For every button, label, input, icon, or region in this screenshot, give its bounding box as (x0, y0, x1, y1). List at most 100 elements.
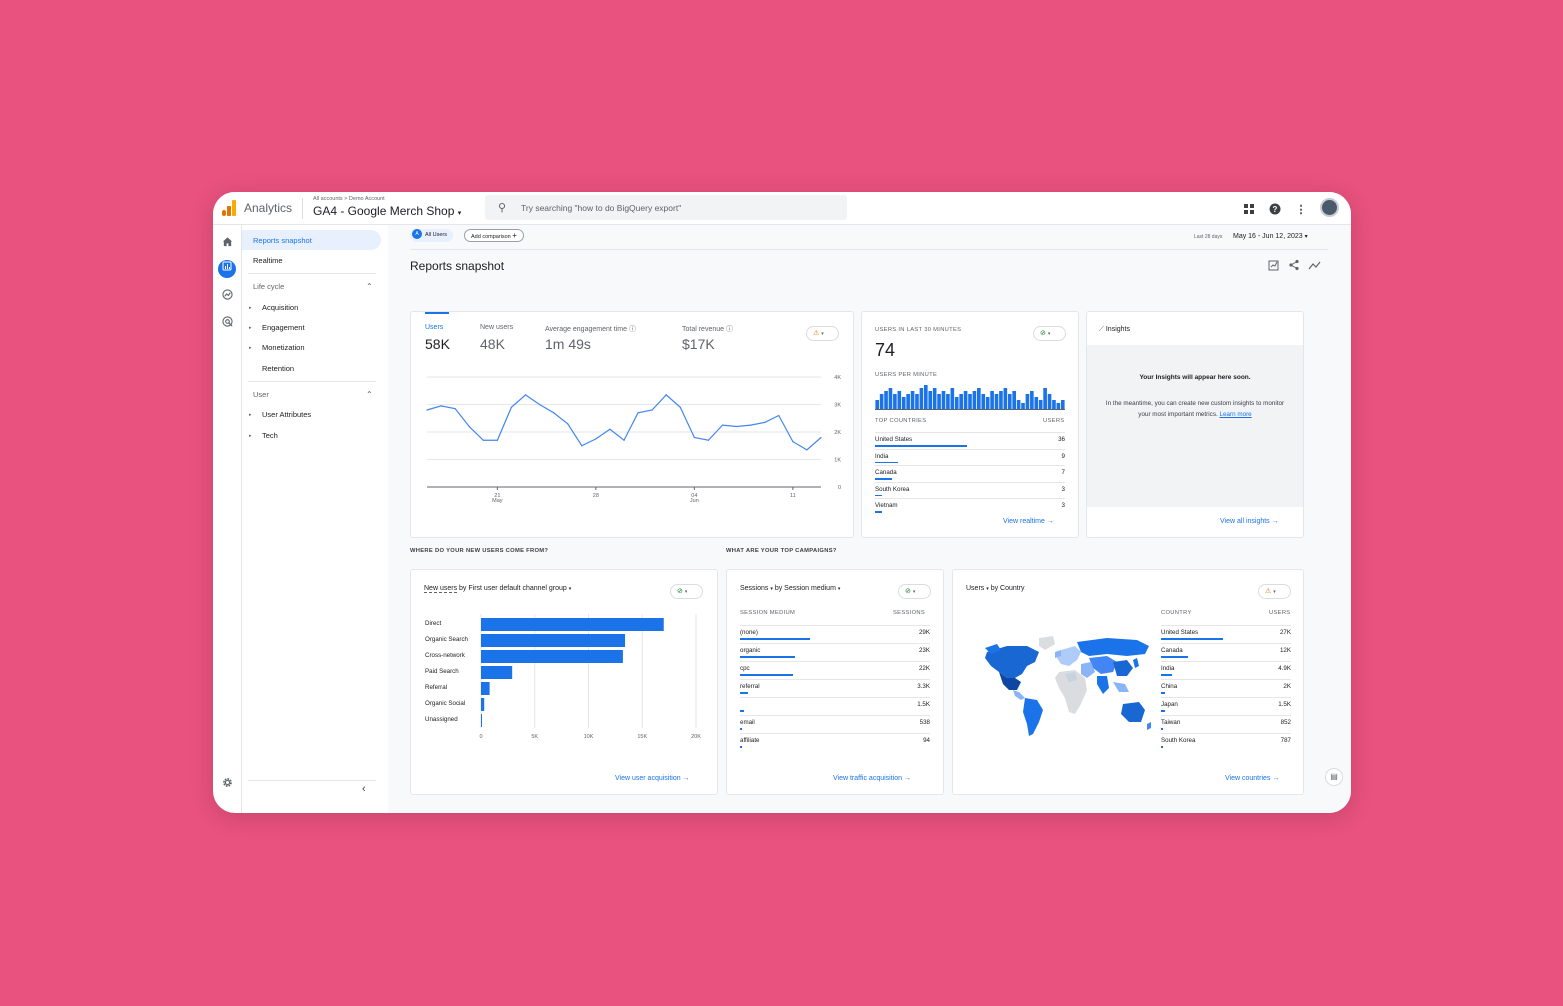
table-row-label[interactable]: United States (1161, 629, 1199, 636)
info-icon[interactable]: ⓘ (725, 326, 733, 333)
date-range-selector[interactable]: May 16 - Jun 12, 2023 ▾ (1233, 233, 1308, 240)
view-traffic-acquisition-link[interactable]: View traffic acquisition → (833, 775, 911, 782)
data-point (426, 409, 428, 411)
dimension-selector[interactable]: New users by First user default channel … (424, 585, 572, 593)
learn-more-link[interactable]: Learn more (1219, 411, 1252, 418)
add-comparison-button[interactable]: Add comparison + (464, 229, 524, 242)
metric-tab-users[interactable]: Users (425, 324, 444, 331)
expand-arrow-icon[interactable]: ▸ (249, 412, 252, 418)
advertising-icon[interactable] (220, 316, 234, 330)
property-selector[interactable]: GA4 - Google Merch Shop ▾ (313, 204, 461, 218)
table-row-value: 3 (1061, 485, 1065, 493)
per-minute-bar (910, 391, 915, 409)
segment-badge: A (412, 228, 422, 239)
expand-arrow-icon[interactable]: ▸ (249, 433, 252, 439)
sidebar-item-reports-snapshot[interactable]: Reports snapshot (253, 236, 312, 245)
table-row-label[interactable]: South Korea (1161, 737, 1196, 744)
table-row-value: 36 (1058, 436, 1065, 443)
sidebar-item-retention[interactable]: Retention (262, 364, 295, 373)
breadcrumb[interactable]: All accounts > Demo Account (313, 196, 385, 202)
table-row-label[interactable]: Japan (1161, 701, 1178, 708)
home-icon[interactable] (220, 236, 234, 250)
share-bar (740, 692, 748, 694)
segment-label: All Users (425, 232, 448, 238)
apps-grid-icon[interactable] (1242, 203, 1256, 217)
per-minute-bar (875, 400, 880, 409)
sidebar-item-acquisition[interactable]: Acquisition (262, 303, 299, 312)
data-quality-ok[interactable]: ⊘ ▾ (670, 584, 703, 599)
table-row-label[interactable]: Taiwan (1161, 719, 1181, 726)
view-user-acquisition-link[interactable]: View user acquisition → (615, 775, 690, 782)
table-row-value: 94 (923, 737, 930, 744)
table-row-label[interactable]: referral (740, 683, 760, 690)
sidebar-section-lifecycle[interactable]: Life cycle (253, 282, 285, 291)
share-icon[interactable] (1288, 258, 1300, 276)
analytics-logo-icon[interactable] (221, 200, 237, 216)
table-row-label[interactable]: India (875, 452, 889, 460)
dimension-selector[interactable]: Users ▾ by Country (966, 585, 1025, 592)
reports-icon[interactable] (218, 260, 236, 278)
data-point (679, 406, 681, 408)
table-row-label[interactable]: Canada (1161, 647, 1183, 654)
sidebar-item-monetization[interactable]: Monetization (262, 343, 305, 352)
settings-gear-icon[interactable] (220, 777, 234, 791)
sidebar-item-realtime[interactable]: Realtime (253, 256, 283, 265)
chevron-down-icon: ▾ (568, 586, 572, 592)
help-icon[interactable]: ? (1268, 203, 1282, 217)
segment-chip-all-users[interactable]: A All Users (410, 228, 454, 242)
table-row-label[interactable]: cpc (740, 665, 750, 672)
arrow-right-icon: → (1046, 518, 1054, 525)
info-icon[interactable]: ⓘ (628, 326, 636, 333)
section-title-campaigns: WHAT ARE YOUR TOP CAMPAIGNS? (726, 548, 837, 554)
sidebar-item-user-attributes[interactable]: User Attributes (262, 410, 312, 419)
metric-tab-total-revenue[interactable]: Total revenue ⓘ (682, 324, 733, 334)
data-quality-warning[interactable]: ⚠ ▾ (806, 326, 839, 341)
data-point (750, 424, 752, 426)
expand-arrow-icon[interactable]: ▸ (249, 325, 252, 331)
view-all-insights-link[interactable]: View all insights → (1220, 518, 1279, 525)
customize-report-icon[interactable] (1268, 258, 1280, 276)
table-row-label[interactable]: China (1161, 683, 1178, 690)
collapse-chevron-icon[interactable]: ‹ (362, 783, 366, 795)
table-row-label[interactable]: email (740, 719, 755, 726)
search-bar[interactable]: ⚲ Try searching "how to do BigQuery expo… (485, 195, 847, 220)
data-quality-ok[interactable]: ⊘ ▾ (1033, 326, 1066, 341)
table-row-label[interactable]: (none) (740, 629, 758, 636)
metric-tab-new-users[interactable]: New users (480, 324, 514, 331)
search-input[interactable]: Try searching "how to do BigQuery export… (521, 203, 682, 213)
avatar[interactable] (1320, 198, 1339, 217)
table-row-label[interactable]: Vietnam (875, 502, 898, 509)
view-countries-link[interactable]: View countries → (1225, 775, 1279, 782)
expand-arrow-icon[interactable]: ▸ (249, 345, 252, 351)
chevron-up-icon[interactable]: ⌃ (366, 282, 373, 291)
dimension-selector[interactable]: Sessions ▾ by Session medium ▾ (740, 585, 840, 592)
insights-title: Insights (1105, 326, 1130, 333)
row-divider (875, 432, 1065, 433)
chevron-down-icon: ▾ (684, 589, 688, 595)
sidebar-item-engagement[interactable]: Engagement (262, 323, 305, 332)
metric-tab-engagement-time[interactable]: Average engagement time ⓘ (545, 324, 636, 334)
x-tick-label: 0 (479, 734, 482, 740)
metric-value-total-revenue: $17K (682, 336, 715, 352)
table-row-label[interactable]: India (1161, 665, 1175, 672)
table-row-label[interactable]: United States (875, 436, 913, 443)
table-row-label[interactable]: Canada (875, 469, 897, 476)
feedback-icon[interactable]: ▤ (1325, 768, 1343, 786)
table-row-label[interactable]: organic (740, 647, 761, 654)
table-row-label[interactable]: South Korea (875, 485, 910, 493)
view-realtime-link[interactable]: View realtime → (1003, 518, 1054, 525)
chevron-up-icon[interactable]: ⌃ (366, 390, 373, 399)
more-vert-icon[interactable]: ⋮ (1295, 203, 1307, 216)
per-minute-bar (928, 391, 933, 409)
insights-card: ⟋ Insights Your Insights will appear her… (1086, 311, 1304, 538)
sidebar-section-user[interactable]: User (253, 390, 269, 399)
table-row-label[interactable]: affiliate (740, 737, 760, 744)
share-bar (875, 461, 898, 463)
data-quality-ok[interactable]: ⊘ ▾ (898, 584, 931, 599)
data-quality-warning[interactable]: ⚠ ▾ (1258, 584, 1291, 599)
insights-sparkline-icon[interactable] (1308, 258, 1321, 276)
explore-icon[interactable] (220, 289, 234, 303)
expand-arrow-icon[interactable]: ▸ (249, 305, 252, 311)
sidebar-item-tech[interactable]: Tech (262, 431, 278, 440)
metric-value-engagement-time: 1m 49s (545, 336, 591, 352)
